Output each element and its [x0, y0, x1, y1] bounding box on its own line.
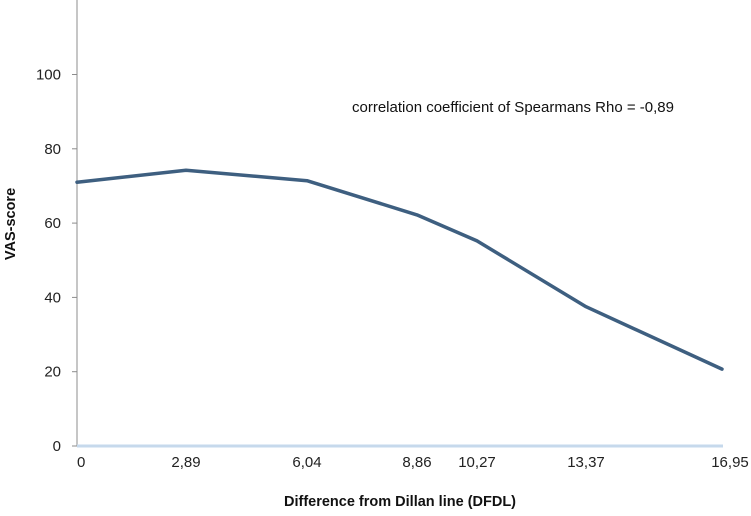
- series-line-1: [75, 168, 724, 371]
- y-tick-label: 60: [44, 215, 61, 232]
- y-tick-labels: 0 20 40 60 80 100: [36, 67, 77, 455]
- x-tick-labels: 0 2,89 6,04 8,86 10,27 13,37 16,95: [77, 454, 749, 471]
- x-tick-label: 0: [77, 454, 85, 471]
- y-axis-title: VAS-score: [3, 188, 19, 260]
- x-axis-title: Difference from Dillan line (DFDL): [284, 494, 516, 510]
- y-tick-label: 40: [44, 289, 61, 306]
- x-tick-label: 16,95: [711, 454, 749, 471]
- correlation-annotation: correlation coefficient of Spearmans Rho…: [352, 99, 674, 116]
- x-tick-label: 2,89: [171, 454, 200, 471]
- series-layer: [75, 168, 724, 371]
- x-tick-label: 6,04: [292, 454, 321, 471]
- y-tick-label: 100: [36, 67, 61, 84]
- y-tick-label: 20: [44, 364, 61, 381]
- y-tick-label: 80: [44, 141, 61, 158]
- x-tick-label: 8,86: [402, 454, 431, 471]
- x-tick-label: 13,37: [567, 454, 605, 471]
- x-tick-label: 10,27: [458, 454, 496, 471]
- y-tick-label: 0: [53, 438, 61, 455]
